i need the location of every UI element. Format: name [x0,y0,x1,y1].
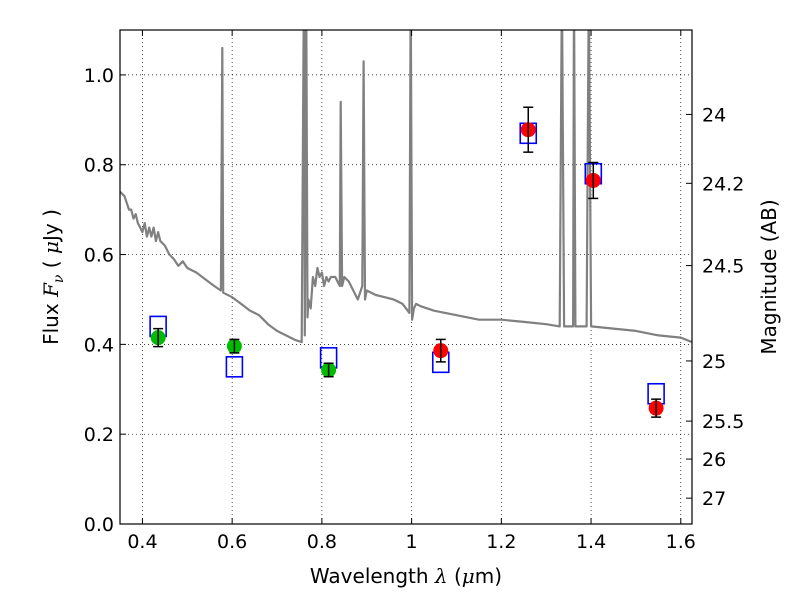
plot-area [120,30,692,418]
y-tick-label: 0.0 [84,514,114,536]
x-tick-label: 0.6 [217,531,247,553]
x-tick-label: 1.4 [576,531,606,553]
y2-axis-label: Magnitude (AB) [757,199,781,354]
x-tick-label: 1.6 [666,531,696,553]
y-tick-label: 0.8 [84,155,114,177]
x-tick-label: 1 [406,531,418,553]
y-tick-label: 1.0 [84,65,114,87]
model-photometry-square [225,356,244,378]
y-tick-label: 0.4 [84,334,114,356]
x-tick-label: 1.2 [486,531,516,553]
y2-tick-label: 25.5 [702,411,744,433]
y2-tick-label: 26 [702,449,726,471]
y-tick-label: 0.6 [84,245,114,267]
y2-tick-label: 25 [702,351,726,373]
y2-tick-label: 24 [702,104,726,126]
x-tick-label: 0.8 [307,531,337,553]
y-tick-label: 0.2 [84,424,114,446]
y2-tick-label: 24.2 [702,173,744,195]
y-axis-label: Flux Fν ( μJy ) [39,209,67,345]
y2-tick-label: 27 [702,488,726,510]
model-spectrum-line [120,30,692,344]
grid [120,30,692,525]
axes-frame [119,29,693,525]
ticks: 0.4 0.6 0.8 1 1.2 1.4 1.6 0.0 0.2 0.4 0.6 0.8 1.0 24 2… [84,30,744,553]
y2-tick-label: 24.5 [702,256,744,278]
x-axis-label: Wavelength λ (μm) [310,564,502,588]
x-tick-label: 0.4 [127,531,157,553]
